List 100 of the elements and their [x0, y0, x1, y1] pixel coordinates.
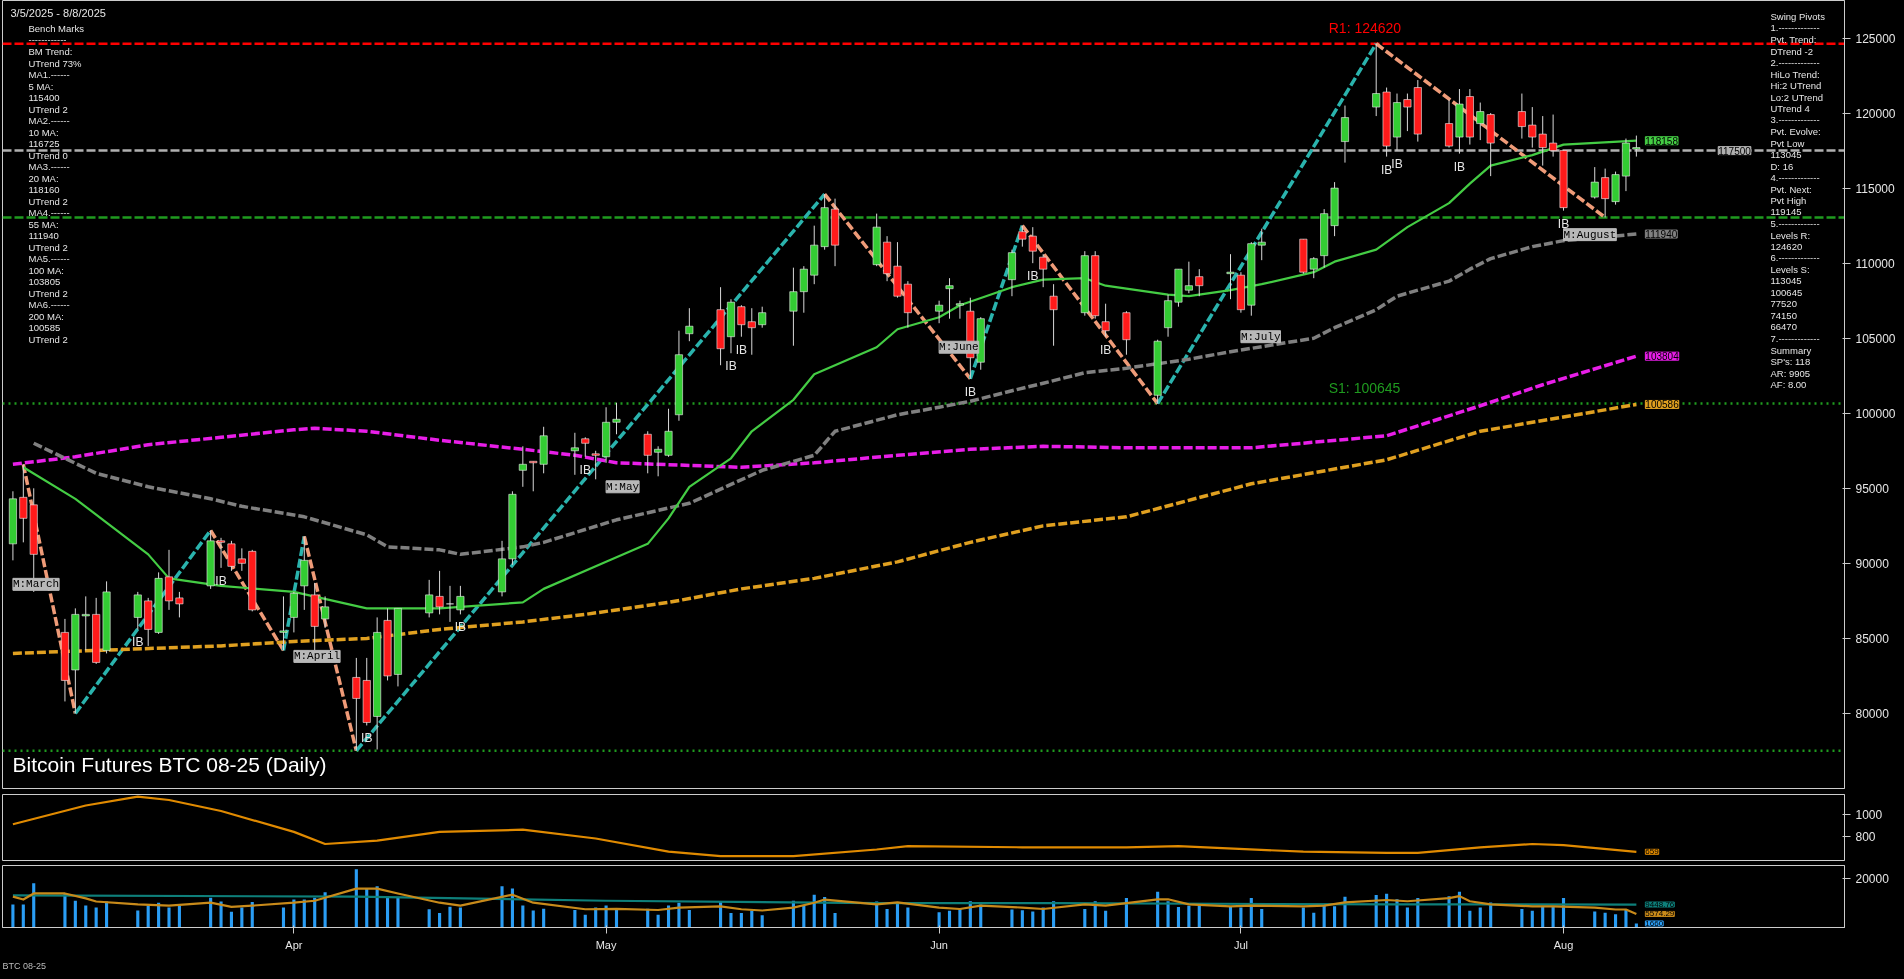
- bar: [947, 910, 952, 928]
- candlestick: [789, 267, 798, 347]
- annotation: IB: [1027, 269, 1039, 284]
- candlestick: [1184, 261, 1193, 294]
- y-tick-label: 100000: [1855, 406, 1896, 421]
- bar: [1541, 906, 1545, 928]
- bar: [1520, 909, 1524, 928]
- bar: [1020, 910, 1024, 928]
- candlestick: [435, 570, 444, 615]
- bar: [802, 905, 806, 928]
- bar: [1301, 907, 1305, 928]
- annotation: 9448.76: [1645, 900, 1675, 910]
- candlestick: [1632, 135, 1641, 158]
- annotation: IB: [454, 620, 467, 635]
- candlestick: [425, 579, 434, 618]
- bar: [385, 897, 390, 928]
- bar: [1613, 914, 1618, 928]
- x-tick-label: Jul: [1233, 938, 1248, 951]
- bar: [1031, 911, 1035, 928]
- bar: [906, 907, 910, 928]
- y-tick-label: 115000: [1855, 181, 1895, 196]
- bar: [531, 910, 535, 928]
- y-tick-label: 80000: [1855, 706, 1890, 721]
- text: Swing Pivots 1.------------- Pvt. Trend: DTrend -2 2.------------- HiLo Trend: Hi:2 UTrend Lo:2 UTrend UTrend 4 3.------------- Pvt. Evolve: Pvt Low 113045 D: 16 4.------------- Pvt. Next: Pvt High 119145 5.------------- Levels R: 124620 6.------------- Levels S: 113045 100645 77520 74150 66470 7.------------- Summary SP's: 118 AR: 9905 AF: 8.00: [1770, 11, 1825, 390]
- annotation: 117500: [1718, 145, 1752, 157]
- bar: [614, 909, 619, 928]
- bar: [542, 908, 546, 928]
- bar: [1603, 912, 1607, 928]
- candlestick: [799, 265, 808, 314]
- bar: [1083, 909, 1087, 928]
- bar: [1405, 907, 1409, 928]
- x-tick-label: May: [595, 938, 617, 951]
- annotation: 111940: [1645, 229, 1678, 241]
- x-tick-label: Aug: [1553, 938, 1574, 951]
- bar: [1593, 911, 1597, 928]
- annotation: IB: [1380, 162, 1393, 177]
- bar: [521, 905, 525, 928]
- candlestick: [643, 430, 652, 474]
- y-tick-label: 95000: [1855, 481, 1890, 496]
- text: Bitcoin Futures BTC 08-25 (Daily): [12, 753, 327, 776]
- annotation: IB: [964, 384, 977, 399]
- bar: [1228, 906, 1233, 928]
- annotation: IB: [1099, 342, 1112, 357]
- annotation: IB: [1391, 156, 1403, 171]
- bar: [1239, 907, 1243, 928]
- bar: [427, 909, 431, 928]
- candlestick: [945, 277, 954, 320]
- bar: [1634, 923, 1638, 928]
- candlestick: [1372, 43, 1381, 117]
- candlestick: [654, 445, 663, 477]
- annotation: 103804: [1645, 351, 1680, 363]
- candlestick: [581, 436, 590, 458]
- ref-line-label: R1: 124620: [1328, 19, 1402, 36]
- candlestick: [133, 591, 142, 630]
- candlestick: [1226, 253, 1235, 300]
- bar: [1176, 907, 1181, 928]
- y-tick-label: 1000: [1855, 807, 1883, 822]
- line-series: [11, 795, 1638, 858]
- bar: [240, 907, 244, 928]
- bar: [146, 905, 150, 928]
- y-tick-label: 90000: [1855, 556, 1890, 571]
- bar: [1197, 905, 1201, 928]
- candlestick: [175, 591, 184, 618]
- annotation: 118158: [1645, 135, 1679, 147]
- y-tick-label: 120000: [1855, 106, 1896, 121]
- candlestick: [1445, 99, 1453, 149]
- annotation: 100586: [1645, 399, 1680, 411]
- y-tick-label: 800: [1855, 829, 1876, 844]
- bar: [1260, 909, 1264, 928]
- bar: [1551, 906, 1555, 928]
- annotation: IB: [215, 573, 227, 588]
- candlestick: [758, 306, 767, 329]
- candlestick: [321, 595, 330, 629]
- bar: [500, 886, 504, 928]
- annotation: IB: [1453, 159, 1466, 174]
- bar: [750, 910, 754, 928]
- candlestick: [1101, 303, 1110, 338]
- line-series: [31, 232, 1639, 557]
- bar: [177, 905, 181, 928]
- bar: [739, 912, 743, 928]
- bar: [1187, 905, 1191, 928]
- annotation: IB: [132, 635, 144, 650]
- candlestick: [1049, 283, 1058, 347]
- bar: [21, 904, 25, 928]
- annotation: 3/5/2025 - 8/8/2025: [10, 6, 106, 19]
- annotation: M:March: [12, 578, 60, 591]
- candlestick: [1195, 268, 1204, 297]
- bar: [1468, 910, 1472, 928]
- bar: [1333, 906, 1337, 928]
- bar: [219, 901, 223, 928]
- bar: [281, 907, 286, 928]
- bar: [448, 906, 452, 928]
- ref-line-label: S1: 100645: [1328, 379, 1401, 396]
- candlestick: [1590, 166, 1599, 200]
- y-tick-label: 20000: [1855, 872, 1890, 887]
- candlestick: [456, 585, 465, 615]
- bar: [1624, 909, 1628, 928]
- bar: [1312, 912, 1316, 928]
- x-tick-label: Jun: [930, 938, 948, 951]
- annotation: M:April: [293, 650, 341, 663]
